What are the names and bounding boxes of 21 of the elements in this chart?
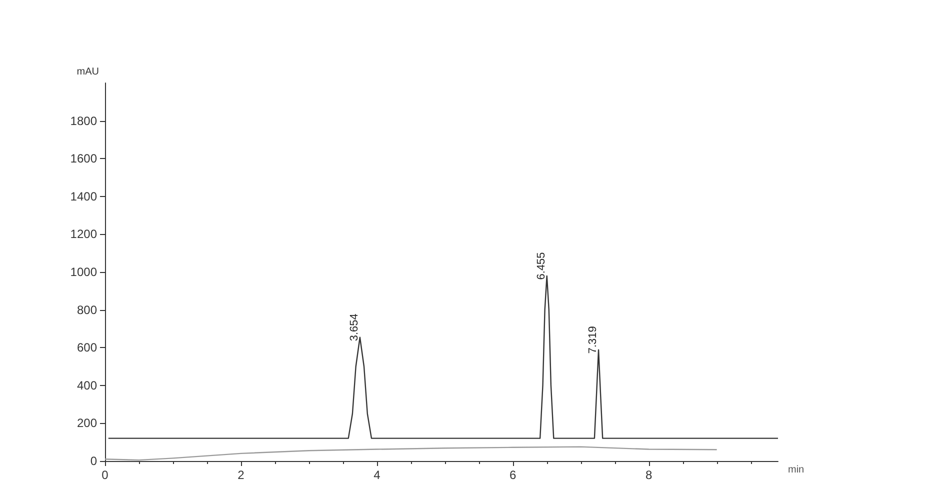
- x-tick-label: 4: [374, 468, 381, 482]
- y-tick-label: 600: [76, 340, 98, 355]
- y-tick-label: 1000: [70, 265, 98, 279]
- y-tick-label: 800: [76, 302, 98, 317]
- x-tick-label: 6: [510, 468, 517, 482]
- annotation: 3.654: [348, 314, 360, 342]
- y-tick-label: 1400: [70, 189, 98, 204]
- x-tick-label: 8: [645, 468, 652, 482]
- y-tick-label: 1200: [70, 227, 98, 242]
- y-tick-label: 0: [90, 454, 98, 468]
- annotation: 6.455: [535, 252, 548, 280]
- y-tick-label: 1600: [70, 152, 98, 166]
- annotation: 7.319: [587, 326, 600, 354]
- x-tick-label: 0: [102, 468, 109, 482]
- x-axis-title: min: [788, 464, 804, 476]
- y-tick-label: 200: [76, 416, 98, 430]
- x-tick-label: 2: [238, 468, 245, 482]
- y-tick-label: 1800: [70, 114, 98, 128]
- y-axis-title: mAU: [76, 66, 99, 78]
- y-tick-label: 400: [76, 378, 98, 392]
- line-series: [104, 446, 718, 461]
